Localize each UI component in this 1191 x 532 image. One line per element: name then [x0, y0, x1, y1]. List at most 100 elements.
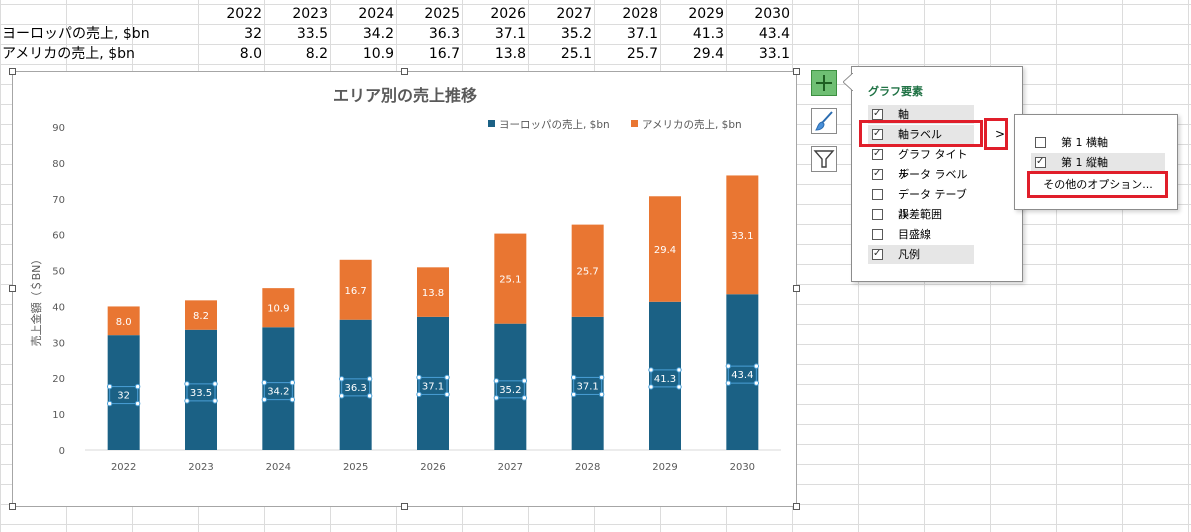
checkbox-icon[interactable]: ✓: [872, 168, 883, 180]
data-label-america[interactable]: 10.9: [267, 304, 289, 315]
data-label-selection-box[interactable]: [495, 380, 525, 399]
year-cell[interactable]: 2028: [622, 6, 658, 22]
checkbox-icon[interactable]: [1035, 137, 1046, 148]
data-label-handle[interactable]: [598, 391, 605, 398]
data-label-handle[interactable]: [134, 400, 141, 407]
checkbox-icon[interactable]: ✓: [1035, 156, 1046, 168]
chevron-right-icon[interactable]: >: [994, 127, 1006, 141]
resize-handle-right[interactable]: [793, 285, 800, 292]
resize-handle-top-right[interactable]: [793, 68, 800, 75]
value-cell[interactable]: 13.8: [494, 46, 526, 62]
resize-handle-top-left[interactable]: [9, 68, 16, 75]
resize-handle-top[interactable]: [401, 68, 408, 75]
data-label-europe[interactable]: 33.5: [190, 388, 212, 399]
value-cell[interactable]: 41.3: [692, 26, 724, 42]
chart-filters-button[interactable]: [811, 146, 837, 172]
data-label-america[interactable]: 8.2: [193, 311, 209, 322]
resize-handle-bottom[interactable]: [401, 503, 408, 510]
bar-america[interactable]: [571, 224, 604, 317]
data-label-selection-box[interactable]: [573, 376, 603, 395]
chart-title[interactable]: エリア別の売上推移: [333, 86, 477, 105]
data-label-handle[interactable]: [676, 384, 682, 390]
data-label-handle[interactable]: [416, 391, 422, 398]
value-cell[interactable]: 36.3: [428, 26, 460, 42]
data-label-handle[interactable]: [212, 381, 218, 387]
data-label-america[interactable]: 13.8: [422, 288, 444, 299]
data-label-handle[interactable]: [725, 380, 732, 386]
submenu-item-primary-horizontal[interactable]: 第 1 横軸: [1031, 133, 1165, 152]
data-label-handle[interactable]: [648, 384, 654, 390]
value-cell[interactable]: 34.2: [362, 26, 394, 42]
checkbox-icon[interactable]: ✓: [872, 128, 883, 140]
menu-item-data-labels[interactable]: ✓ データ ラベル: [872, 168, 968, 181]
data-label-handle[interactable]: [598, 374, 605, 381]
data-label-europe[interactable]: 37.1: [422, 381, 444, 392]
value-cell[interactable]: 25.1: [560, 46, 592, 62]
data-label-handle[interactable]: [106, 383, 113, 390]
resize-handle-bottom-left[interactable]: [9, 503, 16, 510]
value-cell[interactable]: 35.2: [560, 26, 592, 42]
data-label-europe[interactable]: 37.1: [577, 381, 599, 392]
data-label-handle[interactable]: [338, 393, 345, 399]
data-label-selection-box[interactable]: [263, 382, 293, 401]
data-label-handle[interactable]: [676, 367, 682, 373]
checkbox-icon[interactable]: ✓: [872, 148, 883, 160]
year-cell[interactable]: 2023: [292, 6, 328, 22]
data-label-selection-box[interactable]: [186, 383, 216, 402]
legend-label[interactable]: アメリカの売上, $bn: [642, 118, 742, 131]
chart-elements-button[interactable]: [811, 70, 837, 96]
data-label-handle[interactable]: [521, 378, 528, 384]
value-cell[interactable]: 32: [244, 26, 262, 42]
menu-item-chart-title[interactable]: ✓ グラフ タイトル: [872, 148, 968, 180]
value-cell[interactable]: 33.1: [758, 46, 790, 62]
value-cell[interactable]: 8.2: [305, 46, 328, 62]
data-label-handle[interactable]: [289, 379, 296, 386]
data-label-europe[interactable]: 34.2: [267, 387, 289, 398]
menu-item-axis-titles[interactable]: ✓ 軸ラベル: [868, 125, 974, 144]
data-label-handle[interactable]: [212, 398, 218, 404]
data-label-handle[interactable]: [106, 400, 113, 407]
value-cell[interactable]: 8.0: [239, 46, 262, 62]
data-label-handle[interactable]: [416, 374, 422, 381]
data-label-handle[interactable]: [521, 395, 528, 401]
data-label-selection-box[interactable]: [341, 378, 371, 397]
data-label-handle[interactable]: [725, 363, 732, 369]
bar-america[interactable]: [417, 267, 449, 317]
data-label-america[interactable]: 25.7: [577, 267, 599, 278]
data-label-handle[interactable]: [648, 367, 654, 373]
stacked-bar-chart[interactable]: エリア別の売上推移 売上金額（＄BN） 0102030405060708090 …: [13, 72, 796, 506]
menu-item-error-bars[interactable]: 誤差範囲: [868, 205, 974, 224]
bar-america[interactable]: [339, 259, 372, 320]
more-options-link[interactable]: その他のオプション...: [1043, 178, 1153, 191]
data-label-handle[interactable]: [493, 395, 500, 401]
bar-europe[interactable]: [185, 329, 217, 450]
menu-item-gridlines[interactable]: 目盛線: [868, 225, 974, 244]
value-cell[interactable]: 37.1: [494, 26, 526, 42]
data-label-handle[interactable]: [493, 378, 500, 384]
data-label-selection-box[interactable]: [418, 376, 448, 395]
data-label-europe[interactable]: 32: [117, 391, 130, 402]
data-label-handle[interactable]: [570, 391, 577, 398]
bar-america[interactable]: [262, 288, 295, 328]
data-label-handle[interactable]: [444, 391, 450, 398]
checkbox-icon[interactable]: [872, 189, 883, 200]
bar-europe[interactable]: [726, 294, 759, 450]
data-label-selection-box[interactable]: [109, 386, 139, 405]
row-label-america[interactable]: アメリカの売上, $bn: [2, 46, 135, 62]
data-label-handle[interactable]: [184, 381, 190, 387]
checkbox-icon[interactable]: [872, 229, 883, 240]
value-cell[interactable]: 10.9: [362, 46, 394, 62]
bar-america[interactable]: [185, 300, 217, 330]
year-cell[interactable]: 2030: [754, 6, 790, 22]
bar-europe[interactable]: [262, 327, 295, 450]
submenu-item-primary-vertical[interactable]: ✓ 第 1 縦軸: [1031, 153, 1165, 172]
chart-styles-button[interactable]: [811, 108, 837, 134]
value-cell[interactable]: 25.7: [626, 46, 658, 62]
chart-area[interactable]: エリア別の売上推移 売上金額（＄BN） 0 10 20 30 40 50 60 70 80 90 …: [12, 71, 797, 507]
resize-handle-bottom-right[interactable]: [793, 503, 800, 510]
menu-item-data-table[interactable]: データ テーブル: [868, 185, 974, 220]
checkbox-icon[interactable]: ✓: [872, 108, 883, 120]
value-cell[interactable]: 33.5: [296, 26, 328, 42]
data-label-handle[interactable]: [261, 379, 268, 386]
data-label-europe[interactable]: 41.3: [654, 374, 676, 385]
